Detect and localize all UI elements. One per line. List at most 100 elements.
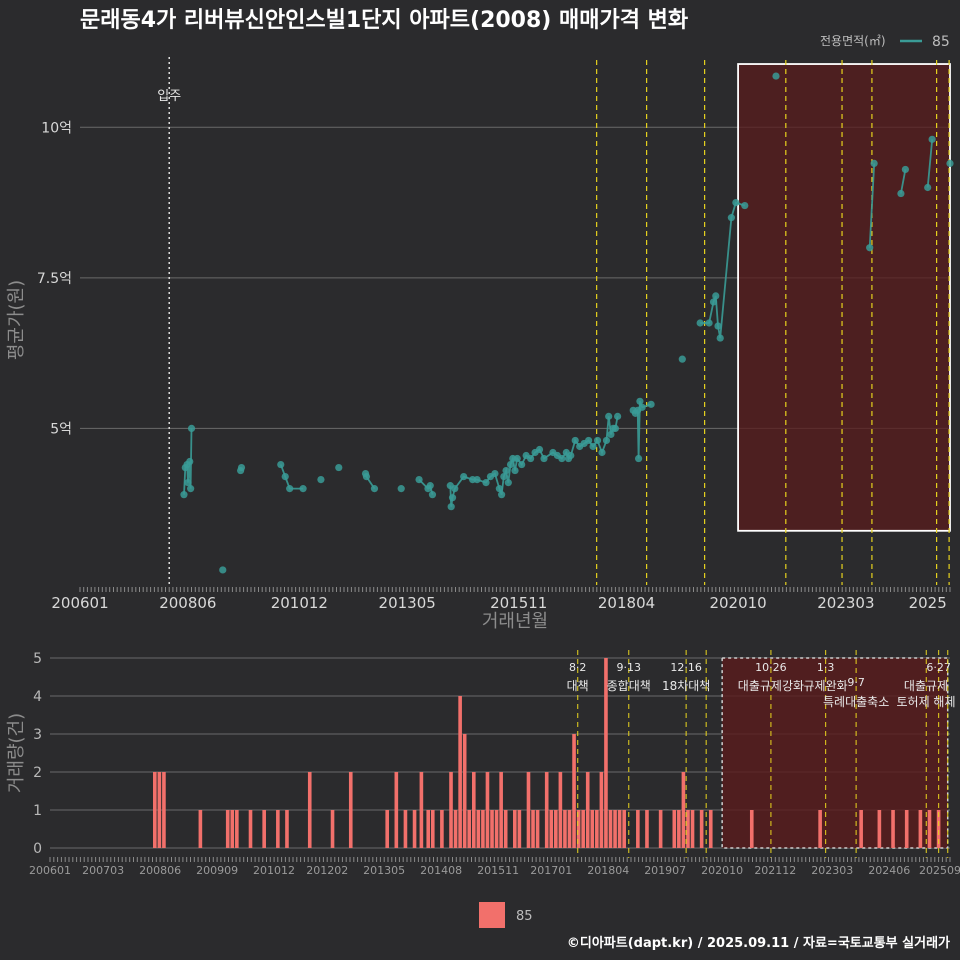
volume-bar-18 xyxy=(419,772,424,848)
price-point-19 xyxy=(397,485,405,493)
volume-bar-7 xyxy=(248,810,253,848)
price-point-23 xyxy=(428,491,437,499)
price-point-54 xyxy=(567,451,575,460)
vol-x-tick-label: 200601 xyxy=(29,864,71,877)
price-point-81 xyxy=(716,334,724,342)
volume-bar-62 xyxy=(677,810,681,848)
price-point-13 xyxy=(299,485,307,493)
price-point-36 xyxy=(500,472,508,481)
price-point-88 xyxy=(897,189,905,198)
volume-bar-33 xyxy=(499,772,503,848)
price-point-79 xyxy=(712,292,720,300)
legend-swatch-85 xyxy=(479,902,505,928)
vol-x-tick-label: 201701 xyxy=(530,864,572,877)
price-point-67 xyxy=(614,412,622,420)
source-caption: ©디아파트(dapt.kr) / 2025.09.11 / 자료=국토교통부 실… xyxy=(567,935,950,951)
price-point-76 xyxy=(696,319,704,327)
vol-x-tick-label: 202509 xyxy=(919,864,960,877)
vol-y-tick-label: 1 xyxy=(33,803,42,819)
price-point-59 xyxy=(589,442,597,451)
price-point-11 xyxy=(281,472,289,481)
volume-bar-55 xyxy=(613,810,617,848)
price-point-9 xyxy=(237,463,246,472)
vol-x-tick-label: 201202 xyxy=(306,864,348,877)
price-point-7 xyxy=(219,566,227,574)
price-point-30 xyxy=(473,476,481,484)
price-point-31 xyxy=(482,479,490,487)
chart-title: 문래동4가 리버뷰신안인스빌1단지 아파트(2008) 매매가격 변화 xyxy=(80,8,688,33)
vol-highlight-box xyxy=(721,657,949,849)
x-tick-label: 201511 xyxy=(490,594,547,612)
x-tick-label: 202303 xyxy=(817,594,874,612)
y-axis-title: 평균가(원) xyxy=(6,280,27,360)
volume-bar-27 xyxy=(471,772,476,848)
volume-bar-61 xyxy=(672,810,677,848)
volume-bar-56 xyxy=(617,810,622,848)
x-tick-label: 201305 xyxy=(379,594,436,612)
volume-bar-51 xyxy=(595,810,599,848)
price-point-85 xyxy=(772,72,780,80)
x-tick-label: 201012 xyxy=(271,594,328,612)
volume-bar-69 xyxy=(818,810,822,848)
volume-bar-24 xyxy=(458,696,462,848)
volume-bar-16 xyxy=(403,810,408,848)
x-tick-label: 202010 xyxy=(709,594,766,612)
volume-bar-2 xyxy=(162,772,166,848)
x-tick-label: 201804 xyxy=(598,594,655,612)
volume-bar-73 xyxy=(904,810,909,848)
volume-bar-8 xyxy=(262,810,266,848)
policy-label-2: 18차대책 xyxy=(662,678,710,693)
move-in-label: 입주 xyxy=(157,89,181,104)
vol-x-tick-label: 202303 xyxy=(811,864,853,877)
price-point-48 xyxy=(540,454,548,463)
vol-x-tick-label: 202010 xyxy=(701,864,743,877)
y-tick-label: 5억 xyxy=(50,421,72,437)
volume-bar-52 xyxy=(599,772,604,848)
price-point-92 xyxy=(946,159,954,168)
vol-y-axis-title: 거래량(건) xyxy=(6,713,27,793)
price-point-43 xyxy=(518,460,526,469)
volume-panel: 0 1 2 3 4 5 8·2 대책 9·13 종합대책 12·16 18차대책 10·26 대출규제강화… xyxy=(6,650,960,877)
volume-bar-26 xyxy=(467,810,472,848)
price-point-28 xyxy=(460,472,468,481)
legend-top: 전용면적(㎡) 85 xyxy=(820,34,950,50)
volume-bar-5 xyxy=(230,810,235,848)
legend-label-85: 85 xyxy=(932,34,950,50)
price-point-33 xyxy=(491,469,499,478)
price-point-82 xyxy=(727,214,735,222)
policy-date-1: 9·13 xyxy=(616,661,641,674)
price-point-72 xyxy=(636,397,644,405)
vol-x-tick-label: 202112 xyxy=(754,864,796,877)
volume-bar-72 xyxy=(891,810,895,848)
volume-bar-57 xyxy=(622,810,626,848)
vol-x-minor-ticks xyxy=(49,857,951,862)
price-point-6 xyxy=(187,424,196,433)
price-point-41 xyxy=(511,466,519,475)
price-point-20 xyxy=(415,476,423,484)
policy-label-8: 대출규제 xyxy=(904,679,948,693)
price-point-27 xyxy=(451,485,459,493)
volume-bar-47 xyxy=(576,810,581,848)
policy-label-6: 특례대출축소 xyxy=(823,695,889,709)
price-point-74 xyxy=(647,400,655,408)
y-tick-label: 10억 xyxy=(41,120,72,136)
volume-bar-75 xyxy=(927,810,932,848)
volume-bar-49 xyxy=(585,772,590,848)
volume-bar-10 xyxy=(285,810,289,848)
volume-bar-32 xyxy=(494,810,499,848)
volume-bar-54 xyxy=(608,810,613,848)
volume-bar-34 xyxy=(503,810,508,848)
price-point-14 xyxy=(317,476,325,484)
price-point-35 xyxy=(498,491,506,499)
volume-bar-45 xyxy=(567,810,572,848)
price-point-63 xyxy=(605,412,613,420)
price-point-64 xyxy=(607,430,615,439)
vol-y-tick-label: 5 xyxy=(33,651,42,667)
price-point-18 xyxy=(370,485,379,493)
volume-bar-43 xyxy=(558,772,563,848)
price-point-71 xyxy=(634,454,643,463)
x-tick-label: 2025 xyxy=(909,594,947,612)
price-point-47 xyxy=(535,445,544,454)
volume-bar-53 xyxy=(604,658,608,848)
